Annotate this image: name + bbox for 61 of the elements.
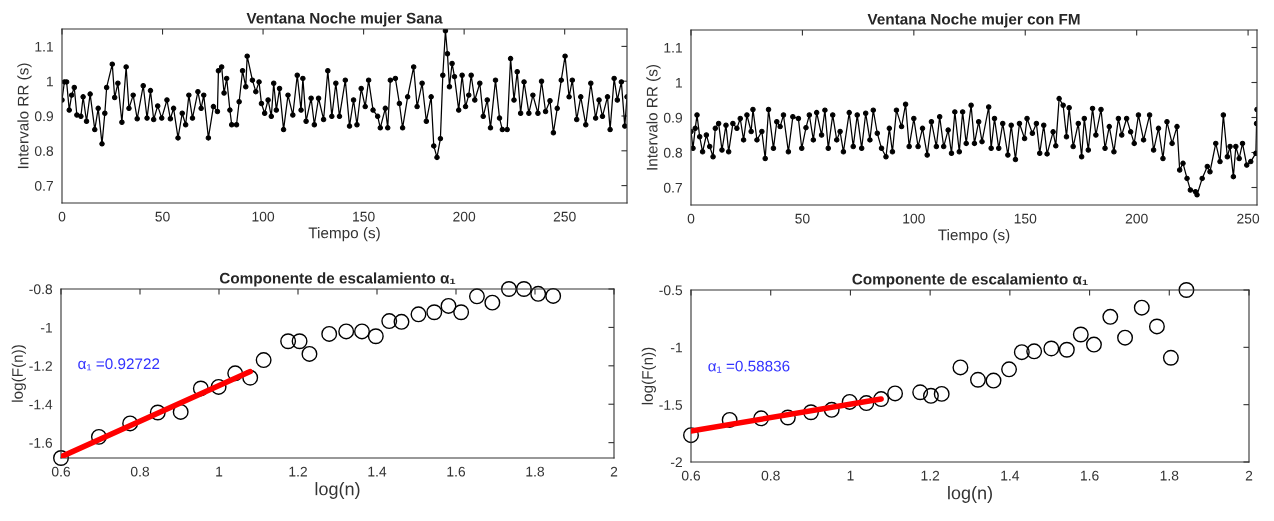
x-tick-label: 1.4 [1001,470,1020,481]
x-tick-label: 2 [1245,470,1253,481]
chart-title: Componente de escalamiento α₁ [852,273,1088,288]
y-tick-label: 0.8 [663,147,683,158]
x-tick-label: 1.8 [526,466,545,477]
x-tick-label: 50 [795,213,810,224]
y-tick-label: -1 [40,322,52,333]
y-tick-label: -0.8 [29,284,53,295]
annotation: α₁ =0.92722 [78,358,160,371]
y-axis-title: log(F(n)) [11,345,26,402]
y-tick-label: 1 [47,76,53,87]
x-tick-label: 100 [903,213,925,224]
x-axis-title: Tiempo (s) [938,229,1010,244]
x-tick-label: 0.6 [681,470,701,481]
x-tick-label: 1.4 [368,466,387,477]
y-tick-label: 0.8 [34,146,54,156]
x-tick-label: 2 [610,466,618,477]
x-tick-label: 0.8 [130,466,150,477]
y-tick-label: -1.5 [659,400,683,410]
x-axis-title: log(n) [948,486,992,503]
y-tick-label: -1 [670,342,682,353]
x-axis-title: log(n) [315,482,360,499]
x-tick-label: 200 [453,211,476,222]
x-tick-label: 0 [58,211,66,222]
x-tick-label: 1 [216,466,223,477]
y-tick-label: -1.2 [29,361,52,371]
x-tick-label: 0.6 [51,466,71,477]
y-tick-label: -1.4 [29,399,53,410]
x-tick-label: 50 [155,211,170,222]
y-axis-title: Intervalo RR (s) [17,63,32,169]
annotation: α₁ =0.58836 [708,360,790,373]
y-tick-label: 1 [676,77,682,88]
chart-title: Componente de escalamiento α₁ [219,272,456,287]
y-tick-label: -2 [670,457,682,468]
y-axis-title: log(F(n)) [641,347,656,405]
y-tick-label: 0.7 [663,182,682,193]
y-tick-label: -0.5 [659,285,683,296]
chart-title: Ventana Noche mujer con FM [867,13,1080,28]
x-tick-label: 1.2 [921,470,940,481]
x-tick-label: 250 [553,211,576,222]
y-tick-label: -1.6 [29,437,53,448]
x-tick-label: 100 [252,211,275,222]
x-tick-label: 150 [1014,213,1037,224]
x-tick-label: 0.8 [761,470,780,481]
x-tick-label: 250 [1237,213,1260,224]
x-tick-label: 0 [687,213,695,224]
y-axis-title: Intervalo RR (s) [646,64,661,170]
chart-title: Ventana Noche mujer Sana [246,12,443,27]
x-tick-label: 1.6 [447,466,466,477]
x-tick-label: 1.8 [1160,470,1179,481]
x-tick-label: 1.6 [1080,470,1099,481]
y-tick-label: 0.9 [663,112,683,123]
x-axis-title: Tiempo (s) [308,227,380,242]
y-tick-label: 1.1 [35,41,53,52]
y-tick-label: 0.9 [34,111,54,122]
x-tick-label: 150 [353,211,375,222]
x-tick-label: 200 [1125,213,1148,224]
y-tick-label: 1.1 [664,42,682,53]
x-tick-label: 1.2 [289,466,307,477]
x-tick-label: 1 [847,470,854,481]
y-tick-label: 0.7 [34,180,53,191]
